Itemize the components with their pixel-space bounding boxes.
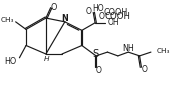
Text: COOH: COOH xyxy=(105,12,130,21)
Text: O: O xyxy=(141,65,147,74)
Text: S: S xyxy=(93,49,99,59)
Text: O: O xyxy=(96,66,102,75)
Text: HO: HO xyxy=(4,57,17,66)
Text: CH₃: CH₃ xyxy=(0,17,14,23)
Text: CH₃: CH₃ xyxy=(157,48,170,54)
Text: NH: NH xyxy=(122,44,134,53)
Text: OH: OH xyxy=(107,18,119,27)
Text: O: O xyxy=(50,3,57,12)
Text: HO: HO xyxy=(92,4,104,13)
Text: O: O xyxy=(99,12,105,21)
Text: COOH: COOH xyxy=(104,8,128,17)
Text: N: N xyxy=(61,14,68,24)
Text: H: H xyxy=(44,56,50,62)
Text: O: O xyxy=(85,7,91,16)
